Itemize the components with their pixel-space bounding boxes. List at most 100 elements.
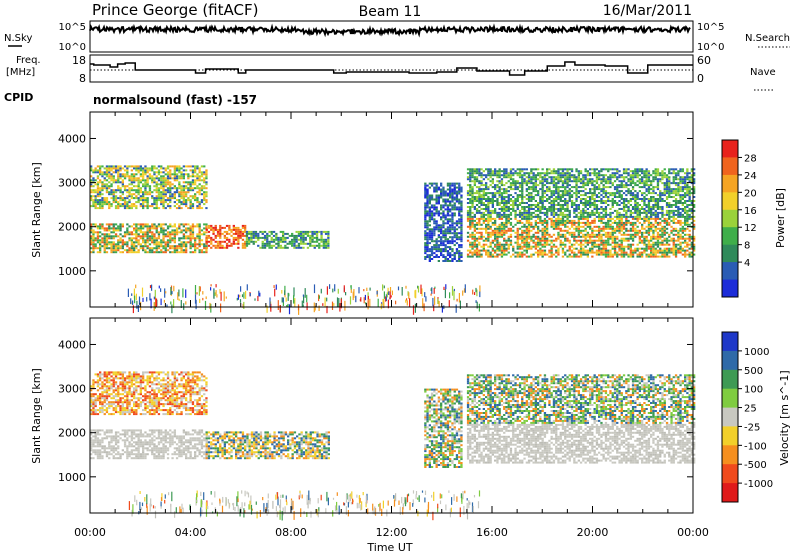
power-cell — [189, 251, 192, 254]
power-cell — [568, 192, 571, 195]
power-cell — [561, 208, 565, 210]
power-cell — [469, 178, 472, 181]
power-cell — [187, 241, 190, 244]
power-cell — [126, 201, 129, 204]
power-cell — [144, 225, 147, 228]
power-cell — [237, 226, 240, 229]
power-cell — [121, 205, 124, 208]
power-cell — [561, 190, 565, 193]
power-cell — [169, 201, 172, 204]
power-cell — [663, 227, 666, 230]
power-cell — [449, 254, 452, 257]
power-cell — [146, 237, 149, 240]
power-cell — [604, 192, 608, 195]
power-cell — [525, 247, 528, 250]
power-cell — [451, 218, 454, 221]
power-cell — [205, 251, 208, 254]
power-cell — [295, 230, 298, 233]
power-cell — [99, 195, 102, 198]
power-cell — [440, 248, 443, 251]
power-cell — [550, 204, 553, 206]
power-cell — [622, 237, 626, 240]
power-cell — [487, 253, 490, 256]
power-cell — [500, 253, 504, 256]
power-cell — [155, 197, 158, 200]
freq-frame — [89, 54, 694, 83]
power-cell — [602, 174, 605, 177]
power-cell — [593, 211, 596, 214]
power-cell — [200, 229, 204, 232]
power-cell — [160, 179, 163, 182]
power-cell — [105, 241, 109, 244]
power-cell — [609, 180, 612, 183]
power-cell — [485, 174, 488, 177]
power-cell — [216, 232, 220, 235]
power-cell — [433, 186, 436, 189]
power-cell — [121, 183, 124, 186]
power-cell — [500, 225, 504, 228]
power-cell — [613, 235, 617, 238]
power-cell — [261, 246, 264, 249]
power-cell — [110, 231, 113, 234]
power-cell — [110, 241, 113, 244]
power-cell — [625, 182, 628, 185]
power-cell — [435, 210, 438, 213]
power-cell — [327, 242, 330, 245]
power-cell — [537, 194, 540, 197]
power-cell — [191, 181, 195, 184]
power-cell — [135, 227, 138, 230]
power-cell — [534, 215, 537, 218]
power-cell — [690, 247, 693, 250]
power-cell — [185, 173, 188, 176]
power-cell — [144, 181, 147, 184]
power-cell — [530, 188, 533, 191]
power-cell — [604, 249, 608, 252]
power-cell — [108, 229, 111, 232]
freq-tick-bottom: 8 — [79, 72, 86, 85]
power-cell — [518, 221, 522, 224]
power-cell — [525, 180, 528, 183]
power-cell — [618, 192, 621, 195]
power-cell — [180, 229, 183, 232]
power-cell — [151, 251, 154, 254]
power-cell — [180, 175, 183, 178]
power-cell — [225, 232, 229, 235]
power-cell — [550, 209, 553, 212]
power-cell — [130, 181, 133, 184]
power-cell — [654, 219, 657, 222]
power-cell — [284, 246, 287, 249]
power-cell — [503, 170, 506, 173]
power-cell — [182, 245, 185, 248]
power-cell — [670, 237, 673, 240]
power-cell — [428, 256, 431, 258]
power-cell — [162, 235, 165, 238]
power-cell — [252, 232, 255, 235]
power-cell — [114, 223, 118, 226]
power-cell — [235, 238, 238, 241]
power-cell — [169, 239, 172, 242]
power-cell — [480, 182, 483, 185]
power-cell — [151, 225, 154, 228]
power-cell — [112, 177, 115, 180]
power-cell — [629, 233, 632, 236]
power-cell — [566, 219, 569, 222]
power-cell — [514, 188, 517, 191]
power-cell — [437, 248, 440, 251]
power-cell — [525, 219, 528, 222]
power-cell — [169, 231, 172, 234]
power-cell — [173, 177, 176, 180]
power-cell — [284, 232, 287, 235]
power-cell — [622, 176, 626, 179]
power-cell — [155, 243, 158, 246]
power-cell — [627, 239, 630, 242]
power-cell — [250, 238, 253, 241]
power-cell — [634, 198, 637, 200]
power-cell — [584, 227, 587, 230]
power-cell — [473, 180, 476, 183]
power-cell — [475, 209, 479, 212]
power-cell — [212, 232, 215, 235]
power-cell — [557, 253, 560, 256]
power-cell — [244, 242, 247, 245]
power-cell — [139, 205, 142, 208]
power-cell — [90, 197, 93, 200]
